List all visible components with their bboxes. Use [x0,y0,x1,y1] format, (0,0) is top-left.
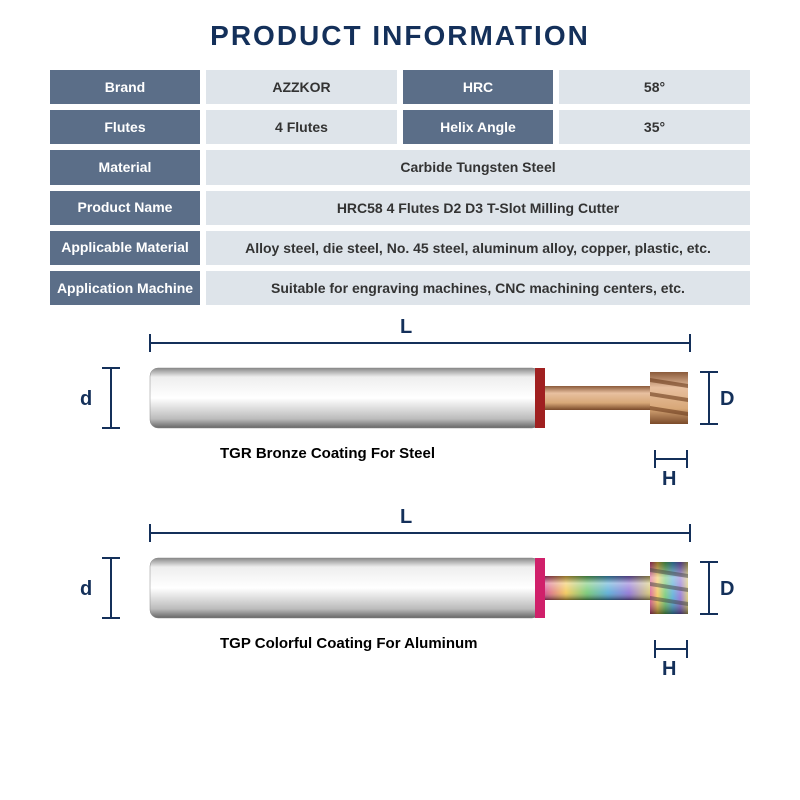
spec-label-brand: Brand [50,70,200,104]
spec-value-appmaterial: Alloy steel, die steel, No. 45 steel, al… [206,231,750,265]
spec-label-productname: Product Name [50,191,200,225]
spec-label-flutes: Flutes [50,110,200,144]
dim-D-1: D [720,388,734,411]
caption-tool1: TGR Bronze Coating For Steel [220,445,435,462]
spec-value-brand: AZZKOR [206,70,397,104]
spec-label-hrc: HRC [403,70,553,104]
spec-value-material: Carbide Tungsten Steel [206,150,750,184]
caption-tool2: TGP Colorful Coating For Aluminum [220,635,477,652]
spec-label-appmaterial: Applicable Material [50,231,200,265]
spec-value-appmachine: Suitable for engraving machines, CNC mac… [206,271,750,305]
dim-d-2: d [80,578,92,601]
diagram-tool1: L d D H [50,320,750,500]
dim-H-1: H [662,468,676,491]
dim-H-2: H [662,658,676,681]
diagram-tool2: L d D H [50,510,750,690]
dim-d-1: d [80,388,92,411]
spec-value-hrc: 58° [559,70,750,104]
tool1-svg [140,358,700,438]
spec-value-helix: 35° [559,110,750,144]
dim-L-2: L [400,506,412,529]
spec-label-appmachine: Application Machine [50,271,200,305]
dim-L-1: L [400,316,412,339]
spec-label-helix: Helix Angle [403,110,553,144]
spec-value-flutes: 4 Flutes [206,110,397,144]
spec-value-productname: HRC58 4 Flutes D2 D3 T-Slot Milling Cutt… [206,191,750,225]
page-title: PRODUCT INFORMATION [50,20,750,52]
spec-table: Brand AZZKOR HRC 58° Flutes 4 Flutes Hel… [50,70,750,305]
tool2-svg [140,548,700,628]
diagrams: L d D H [50,320,750,690]
dim-D-2: D [720,578,734,601]
spec-label-material: Material [50,150,200,184]
